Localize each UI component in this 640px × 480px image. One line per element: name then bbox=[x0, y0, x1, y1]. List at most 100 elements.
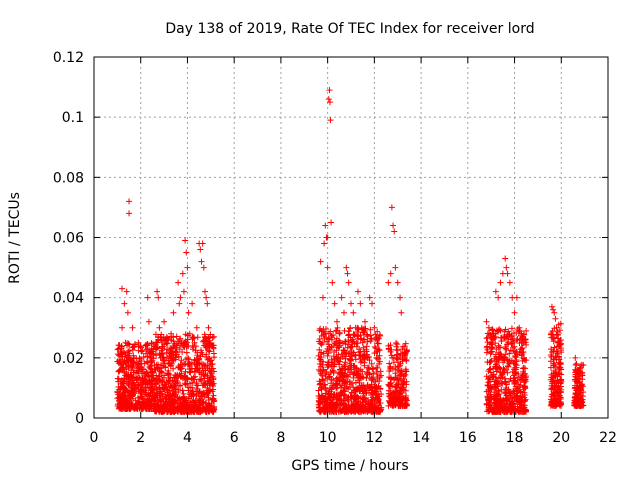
data-point bbox=[489, 373, 496, 380]
data-point bbox=[156, 373, 163, 380]
data-point bbox=[206, 339, 213, 346]
data-point bbox=[172, 348, 179, 355]
data-point bbox=[572, 382, 579, 389]
x-tick-label: 12 bbox=[365, 430, 383, 446]
data-point bbox=[138, 386, 145, 393]
data-point bbox=[391, 388, 398, 395]
data-point bbox=[151, 408, 158, 415]
data-point bbox=[488, 339, 495, 346]
data-point bbox=[175, 338, 182, 345]
data-point bbox=[126, 198, 133, 205]
data-point bbox=[144, 353, 151, 360]
data-point bbox=[167, 403, 174, 410]
data-point bbox=[159, 345, 166, 352]
data-point bbox=[342, 397, 349, 404]
data-point bbox=[175, 363, 182, 370]
data-point bbox=[326, 391, 333, 398]
data-point bbox=[495, 349, 502, 356]
data-point bbox=[210, 406, 217, 413]
data-point bbox=[555, 370, 562, 377]
y-tick-label: 0.06 bbox=[53, 231, 84, 247]
data-point bbox=[360, 344, 367, 351]
data-point bbox=[182, 331, 189, 338]
data-point bbox=[119, 353, 126, 360]
data-point bbox=[209, 396, 216, 403]
data-point bbox=[156, 324, 163, 331]
data-point bbox=[484, 346, 491, 353]
data-point bbox=[118, 345, 125, 352]
data-point bbox=[196, 369, 203, 376]
data-point bbox=[117, 386, 124, 393]
data-point bbox=[347, 325, 354, 332]
data-point bbox=[327, 401, 334, 408]
data-point bbox=[185, 393, 192, 400]
data-point bbox=[368, 360, 375, 367]
data-point bbox=[512, 366, 519, 373]
data-point bbox=[549, 380, 556, 387]
data-point bbox=[508, 357, 515, 364]
data-point bbox=[362, 325, 369, 332]
data-point bbox=[354, 407, 361, 414]
data-point bbox=[557, 359, 564, 366]
data-point bbox=[367, 400, 374, 407]
data-point bbox=[483, 349, 490, 356]
data-point bbox=[350, 338, 357, 345]
data-point bbox=[122, 339, 129, 346]
data-point bbox=[161, 358, 168, 365]
data-point bbox=[124, 309, 131, 316]
data-point bbox=[489, 326, 496, 333]
data-point bbox=[503, 346, 510, 353]
data-point bbox=[364, 338, 371, 345]
data-point bbox=[341, 361, 348, 368]
x-tick-label: 2 bbox=[136, 430, 145, 446]
data-point bbox=[114, 346, 121, 353]
data-point bbox=[359, 387, 366, 394]
data-point bbox=[328, 386, 335, 393]
data-point bbox=[574, 366, 581, 373]
data-point bbox=[329, 279, 336, 286]
data-point bbox=[136, 358, 143, 365]
data-point bbox=[199, 393, 206, 400]
data-point bbox=[123, 288, 130, 295]
data-point bbox=[343, 349, 350, 356]
data-point bbox=[170, 383, 177, 390]
data-point bbox=[358, 382, 365, 389]
data-point bbox=[205, 347, 212, 354]
data-point bbox=[401, 378, 408, 385]
data-point bbox=[347, 334, 354, 341]
data-point bbox=[345, 279, 352, 286]
data-point bbox=[339, 374, 346, 381]
data-point bbox=[152, 331, 159, 338]
data-point bbox=[142, 384, 149, 391]
data-point bbox=[185, 387, 192, 394]
data-point bbox=[501, 378, 508, 385]
data-point bbox=[317, 351, 324, 358]
data-point bbox=[576, 402, 583, 409]
data-point bbox=[333, 400, 340, 407]
data-point bbox=[317, 380, 324, 387]
data-point bbox=[372, 345, 379, 352]
data-point bbox=[166, 395, 173, 402]
data-point bbox=[392, 402, 399, 409]
data-point bbox=[317, 258, 324, 265]
data-point bbox=[375, 340, 382, 347]
data-point bbox=[513, 337, 520, 344]
data-point bbox=[148, 340, 155, 347]
data-point bbox=[204, 373, 211, 380]
data-point bbox=[123, 360, 130, 367]
data-point bbox=[189, 384, 196, 391]
data-point bbox=[484, 382, 491, 389]
data-point bbox=[520, 386, 527, 393]
data-point bbox=[115, 368, 122, 375]
data-point bbox=[135, 347, 142, 354]
data-point bbox=[388, 346, 395, 353]
data-point bbox=[126, 405, 133, 412]
data-point bbox=[344, 378, 351, 385]
data-point bbox=[373, 348, 380, 355]
data-point bbox=[155, 294, 162, 301]
data-point bbox=[127, 404, 134, 411]
data-point bbox=[189, 388, 196, 395]
data-point bbox=[327, 347, 334, 354]
data-point bbox=[201, 362, 208, 369]
data-point bbox=[339, 407, 346, 414]
